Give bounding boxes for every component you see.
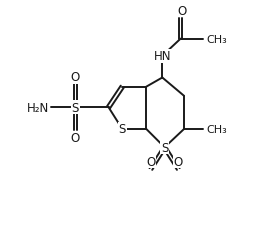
Text: S: S bbox=[119, 123, 126, 136]
Text: O: O bbox=[71, 71, 80, 84]
Text: O: O bbox=[71, 132, 80, 145]
Text: S: S bbox=[72, 101, 79, 114]
Text: O: O bbox=[177, 5, 186, 18]
Text: O: O bbox=[146, 155, 156, 168]
Text: O: O bbox=[174, 155, 183, 168]
Text: HN: HN bbox=[154, 50, 171, 63]
Text: CH₃: CH₃ bbox=[206, 125, 227, 134]
Text: S: S bbox=[161, 141, 168, 154]
Text: CH₃: CH₃ bbox=[206, 34, 227, 44]
Text: H₂N: H₂N bbox=[27, 101, 49, 114]
